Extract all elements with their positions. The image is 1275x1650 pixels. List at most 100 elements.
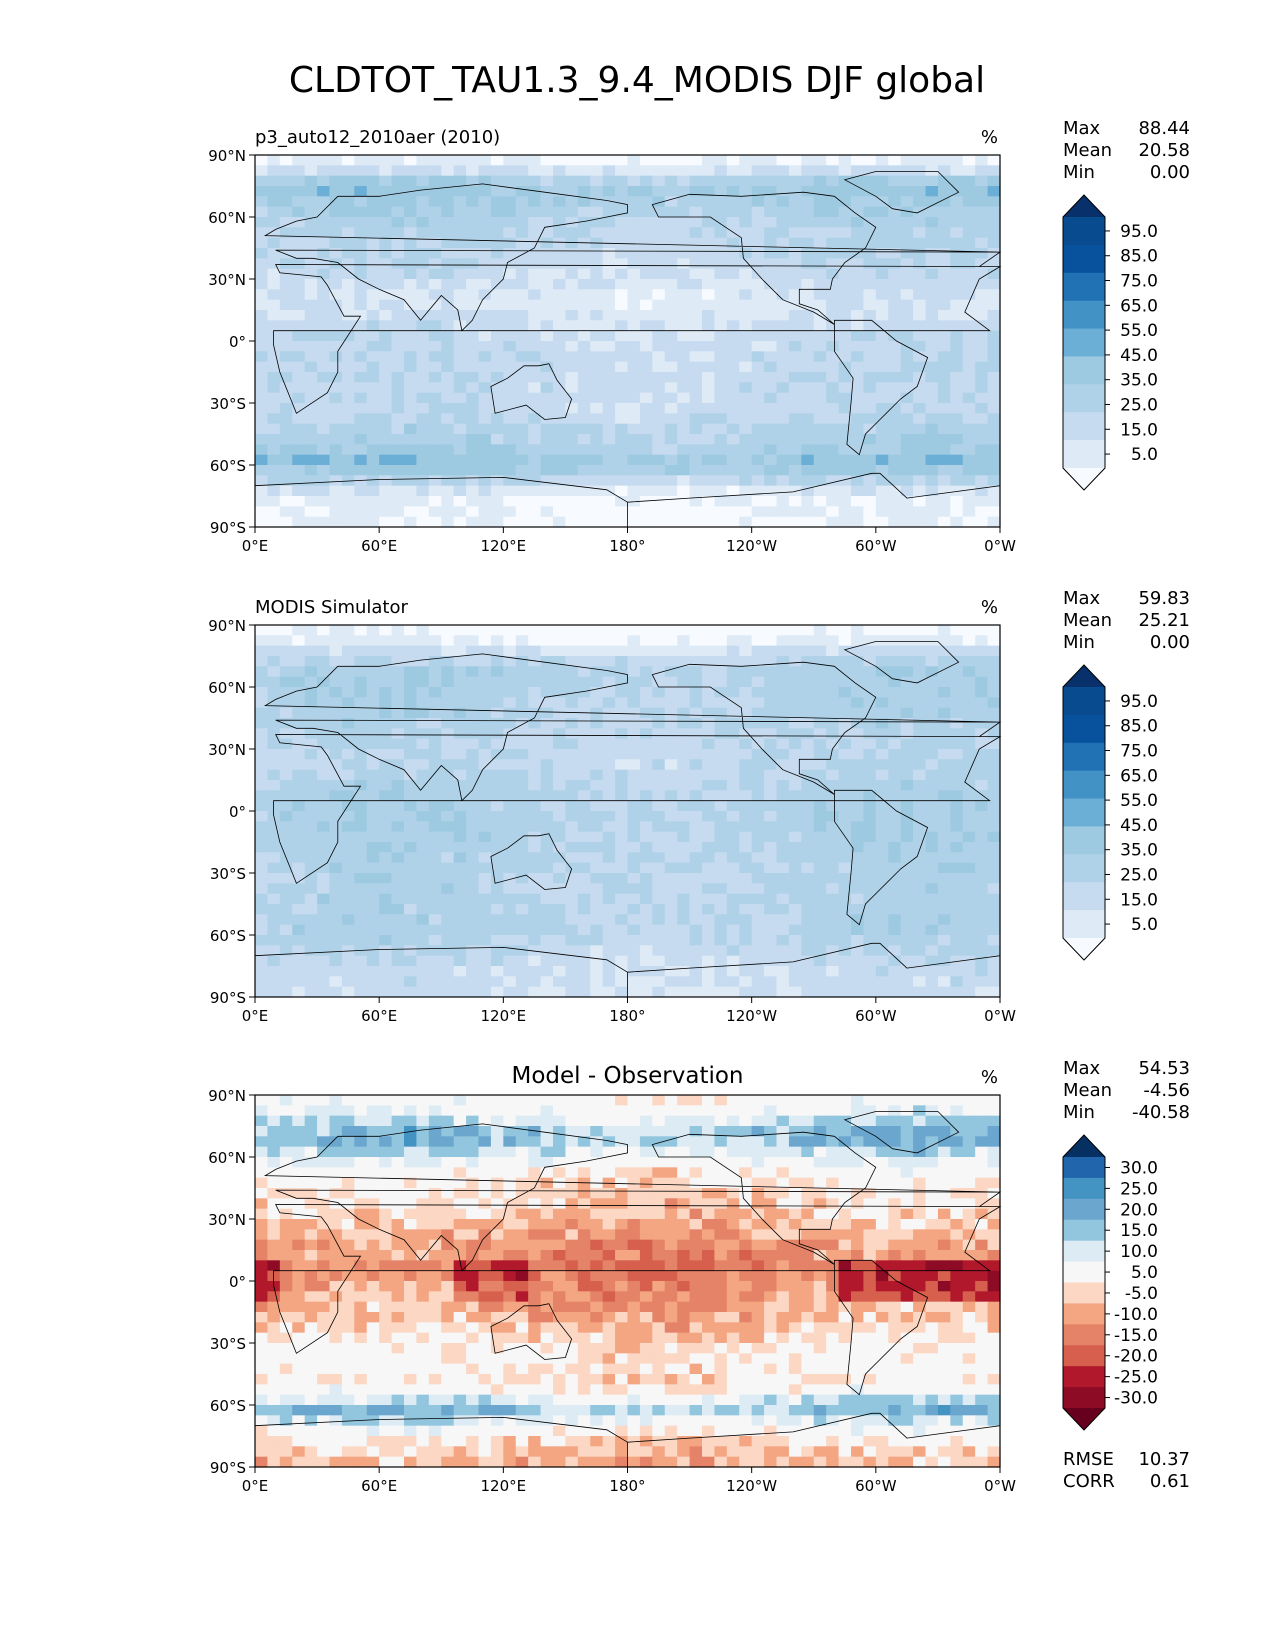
heatmap-cell (590, 289, 604, 301)
heatmap-cell (925, 217, 939, 228)
heatmap-cell (478, 268, 492, 280)
heatmap-cell (577, 914, 591, 926)
heatmap-cell (279, 1105, 293, 1117)
heatmap-cell (838, 676, 852, 688)
heatmap-cell (900, 842, 914, 853)
heatmap-cell (689, 155, 703, 166)
heatmap-cell (366, 320, 380, 332)
heatmap-cell (664, 790, 678, 802)
heatmap-cell (639, 1136, 653, 1148)
heatmap-cell (826, 1167, 840, 1179)
heatmap-cell (739, 924, 753, 936)
heatmap-cell (379, 485, 393, 497)
heatmap-cell (913, 800, 927, 812)
heatmap-cell (304, 873, 318, 884)
heatmap-cell (292, 707, 306, 719)
heatmap-cell (900, 206, 914, 218)
heatmap-cell (565, 475, 579, 487)
heatmap-cell (341, 687, 355, 698)
heatmap-cell (913, 268, 927, 280)
heatmap-cell (788, 1126, 802, 1137)
heatmap-cell (788, 320, 802, 332)
heatmap-cell (602, 372, 616, 383)
heatmap-cell (813, 1146, 827, 1158)
heatmap-cell (615, 372, 629, 383)
heatmap-cell (577, 759, 591, 771)
heatmap-cell (379, 976, 393, 988)
heatmap-cell (925, 707, 939, 719)
heatmap-cell (577, 924, 591, 936)
heatmap-cell (329, 165, 343, 177)
heatmap-cell (764, 790, 778, 802)
heatmap-cell (428, 718, 442, 729)
heatmap-cell (602, 1167, 616, 1179)
heatmap-cell (652, 496, 666, 507)
heatmap-cell (652, 1136, 666, 1148)
heatmap-cell (441, 883, 455, 895)
heatmap-cell (292, 800, 306, 812)
heatmap-cell (689, 656, 703, 667)
heatmap-cell (553, 914, 567, 926)
heatmap-cell (441, 749, 455, 760)
heatmap-cell (354, 1157, 368, 1168)
heatmap-cell (540, 738, 554, 750)
heatmap-cell (515, 955, 529, 967)
heatmap-cell (764, 842, 778, 853)
heatmap-cell (826, 1095, 840, 1106)
heatmap-cell (888, 330, 902, 342)
heatmap-cell (441, 258, 455, 270)
heatmap-cell (875, 800, 889, 812)
heatmap-cell (528, 1177, 542, 1189)
heatmap-cell (391, 904, 405, 915)
heatmap-cell (664, 728, 678, 740)
heatmap-cell (702, 310, 716, 321)
heatmap-cell (565, 392, 579, 404)
heatmap-cell (751, 1115, 765, 1127)
heatmap-cell (851, 341, 865, 352)
heatmap-cell (851, 645, 865, 657)
heatmap-cell (602, 635, 616, 647)
heatmap-cell (788, 351, 802, 363)
heatmap-cell (962, 506, 976, 518)
heatmap-cell (453, 1095, 467, 1106)
heatmap-cell (255, 749, 269, 760)
heatmap-cell (490, 873, 504, 884)
heatmap-cell (987, 873, 1001, 884)
heatmap-cell (987, 935, 1001, 946)
heatmap-cell (615, 496, 629, 507)
heatmap-cell (751, 1146, 765, 1158)
heatmap-cell (739, 465, 753, 476)
heatmap-cell (379, 1115, 393, 1127)
heatmap-cell (714, 186, 728, 197)
heatmap-cell (801, 341, 815, 352)
heatmap-cell (565, 904, 579, 915)
heatmap-cell (354, 175, 368, 187)
heatmap-cell (292, 986, 306, 998)
heatmap-cell (490, 330, 504, 342)
heatmap-cell (292, 1115, 306, 1127)
heatmap-cell (292, 413, 306, 425)
heatmap-cell (341, 454, 355, 466)
heatmap-cell (726, 873, 740, 884)
heatmap-cell (540, 506, 554, 518)
heatmap-cell (317, 1126, 331, 1137)
heatmap-cell (950, 800, 964, 812)
heatmap-cell (863, 382, 877, 394)
heatmap-cell (279, 361, 293, 373)
heatmap-cell (913, 924, 927, 936)
heatmap-cell (689, 883, 703, 895)
heatmap-cell (577, 986, 591, 998)
heatmap-cell (664, 1157, 678, 1168)
heatmap-cell (813, 862, 827, 874)
heatmap-cell (279, 842, 293, 853)
heatmap-cell (925, 351, 939, 363)
heatmap-cell (366, 351, 380, 363)
heatmap-cell (987, 217, 1001, 228)
heatmap-cell (826, 821, 840, 833)
heatmap-cell (354, 821, 368, 833)
heatmap-cell (441, 496, 455, 507)
heatmap-cell (428, 1167, 442, 1179)
heatmap-cell (528, 780, 542, 791)
heatmap-cell (379, 831, 393, 843)
heatmap-cell (776, 666, 790, 678)
